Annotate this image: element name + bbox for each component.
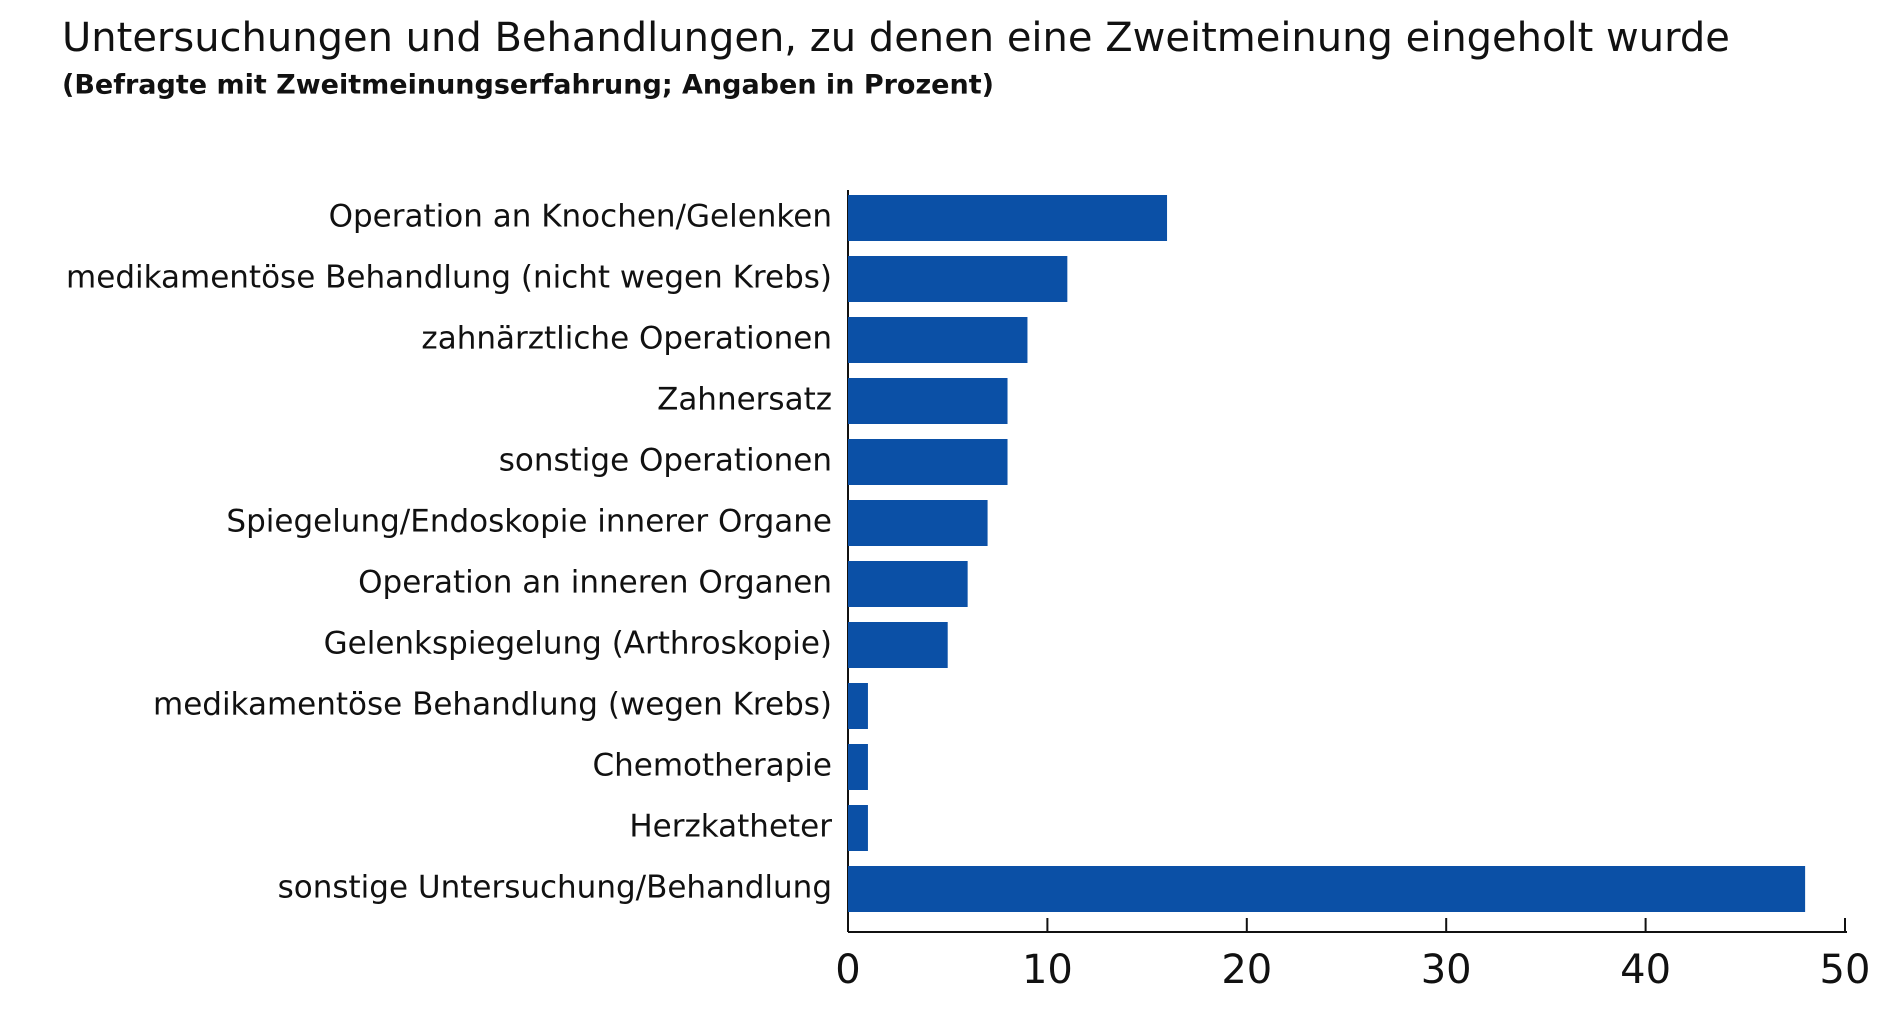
y-tick-label: Operation an inneren Organen: [358, 565, 832, 601]
bar: [848, 317, 1028, 363]
y-tick-label: medikamentöse Behandlung (nicht wegen Kr…: [66, 260, 832, 296]
bar: [848, 866, 1806, 912]
x-tick-label: 40: [1620, 947, 1671, 993]
y-tick-label: Gelenkspiegelung (Arthroskopie): [324, 626, 832, 662]
x-tick-label: 20: [1221, 947, 1272, 993]
bar: [848, 622, 948, 668]
y-tick-label: Chemotherapie: [592, 748, 832, 784]
y-tick-label: Zahnersatz: [657, 382, 832, 418]
y-tick-label: zahnärztliche Operationen: [421, 321, 832, 357]
bar: [848, 683, 868, 729]
x-tick-label: 0: [835, 947, 860, 993]
bar: [848, 439, 1008, 485]
bar: [848, 744, 868, 790]
bar: [848, 195, 1168, 241]
bar: [848, 378, 1008, 424]
y-tick-label: Herzkatheter: [629, 809, 832, 845]
bar: [848, 256, 1068, 302]
x-tick-label: 50: [1820, 947, 1871, 993]
y-tick-label: Operation an Knochen/Gelenken: [329, 199, 832, 235]
x-tick-label: 30: [1421, 947, 1472, 993]
bar: [848, 500, 988, 546]
y-tick-label: Spiegelung/Endoskopie innerer Organe: [226, 504, 832, 540]
bar: [848, 561, 968, 607]
bar: [848, 805, 868, 851]
y-tick-label: sonstige Operationen: [499, 443, 832, 479]
x-tick-label: 10: [1022, 947, 1073, 993]
chart-subtitle: (Befragte mit Zweitmeinungserfahrung; An…: [62, 70, 994, 101]
y-tick-label: medikamentöse Behandlung (wegen Krebs): [153, 687, 832, 723]
chart-title: Untersuchungen und Behandlungen, zu dene…: [62, 15, 1730, 61]
y-tick-label: sonstige Untersuchung/Behandlung: [278, 870, 832, 906]
